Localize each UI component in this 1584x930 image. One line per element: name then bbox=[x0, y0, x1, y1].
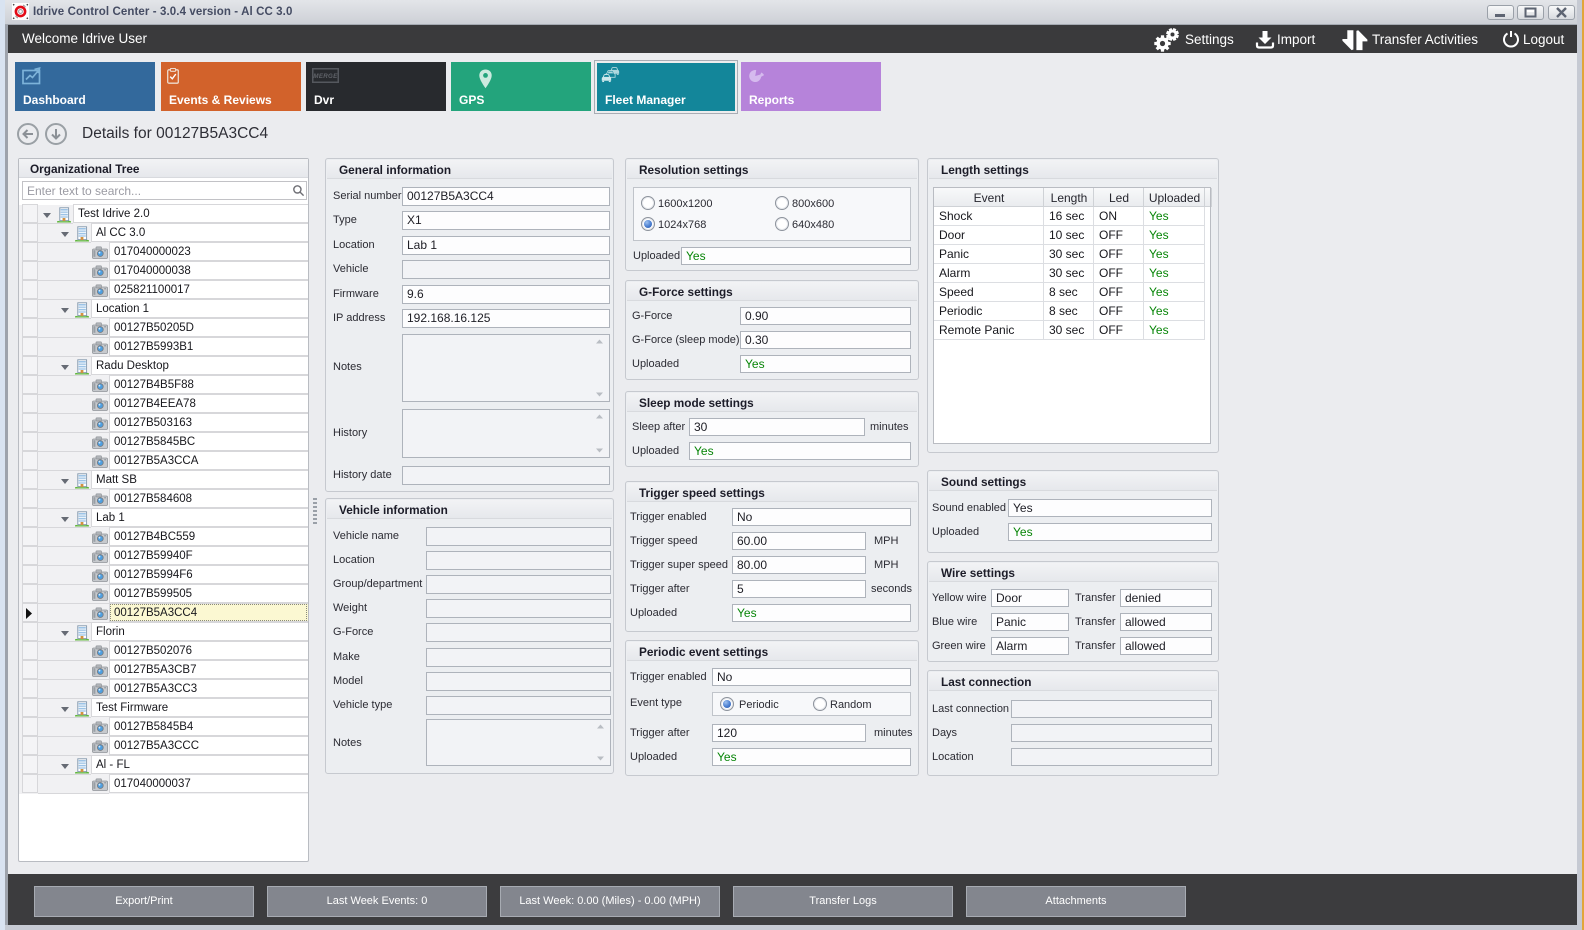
svg-text:MERGE: MERGE bbox=[313, 73, 338, 80]
